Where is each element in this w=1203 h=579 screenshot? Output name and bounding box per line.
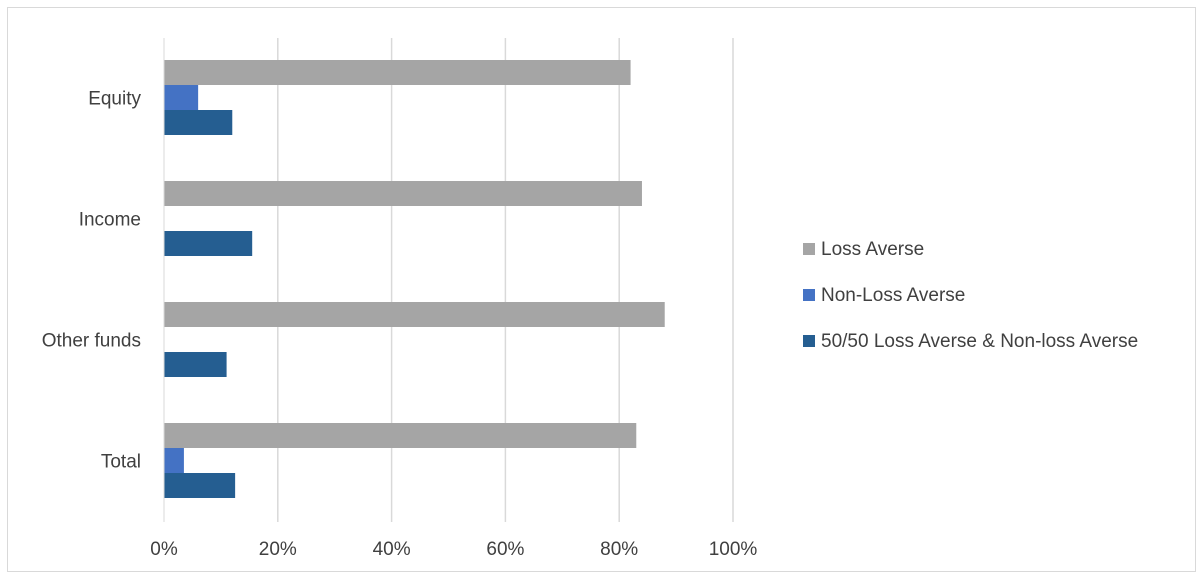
legend-swatch bbox=[803, 243, 815, 255]
tick-labels: 0% 20% 40% 60% 80% 100% bbox=[150, 539, 757, 560]
bar-non-loss-averse-equity bbox=[164, 85, 199, 110]
x-tick-label: 40% bbox=[373, 539, 411, 560]
category-labels: Equity Income Other funds Total bbox=[42, 89, 142, 473]
legend: Loss Averse Non-Loss Averse 50/50 Loss Ave… bbox=[803, 239, 1138, 352]
category-label: Other funds bbox=[42, 331, 141, 352]
legend-swatch bbox=[803, 289, 815, 301]
x-tick-label: 0% bbox=[150, 539, 178, 560]
legend-label: Non-Loss Averse bbox=[821, 285, 965, 306]
bar-50-50-loss-averse-non-loss-averse-total bbox=[164, 473, 236, 498]
bar-50-50-loss-averse-non-loss-averse-equity bbox=[164, 110, 233, 135]
x-tick-label: 100% bbox=[709, 539, 758, 560]
bar-loss-averse-income bbox=[164, 181, 642, 206]
bar-loss-averse-other-funds bbox=[164, 302, 665, 327]
x-tick-label: 80% bbox=[600, 539, 638, 560]
bar-50-50-loss-averse-non-loss-averse-other-funds bbox=[164, 352, 227, 377]
bar-loss-averse-total bbox=[164, 423, 637, 448]
bar-non-loss-averse-total bbox=[164, 448, 184, 473]
category-label: Equity bbox=[88, 89, 141, 110]
bar-loss-averse-equity bbox=[164, 60, 631, 85]
bars bbox=[164, 60, 665, 498]
x-tick-label: 60% bbox=[486, 539, 524, 560]
gridlines bbox=[277, 38, 734, 522]
category-label: Income bbox=[79, 210, 141, 231]
legend-label: 50/50 Loss Averse & Non-loss Averse bbox=[821, 331, 1138, 352]
legend-swatch bbox=[803, 335, 815, 347]
bar-50-50-loss-averse-non-loss-averse-income bbox=[164, 231, 253, 256]
x-tick-label: 20% bbox=[259, 539, 297, 560]
category-label: Total bbox=[101, 452, 141, 473]
legend-label: Loss Averse bbox=[821, 239, 924, 260]
